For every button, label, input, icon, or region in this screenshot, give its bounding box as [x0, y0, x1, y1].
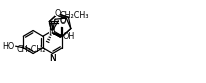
- FancyBboxPatch shape: [55, 12, 60, 16]
- Text: O: O: [54, 9, 61, 18]
- FancyBboxPatch shape: [50, 54, 55, 58]
- Text: N: N: [49, 54, 56, 63]
- Text: CH₃CH₂: CH₃CH₂: [17, 45, 46, 54]
- Text: N: N: [49, 54, 56, 63]
- Text: CH₂CH₃: CH₂CH₃: [59, 11, 88, 20]
- Text: N: N: [48, 28, 55, 37]
- Polygon shape: [52, 33, 61, 37]
- Text: O: O: [59, 17, 65, 26]
- FancyBboxPatch shape: [49, 30, 54, 35]
- Text: HO: HO: [2, 42, 14, 51]
- Text: OH: OH: [62, 32, 74, 41]
- Text: O: O: [59, 16, 65, 25]
